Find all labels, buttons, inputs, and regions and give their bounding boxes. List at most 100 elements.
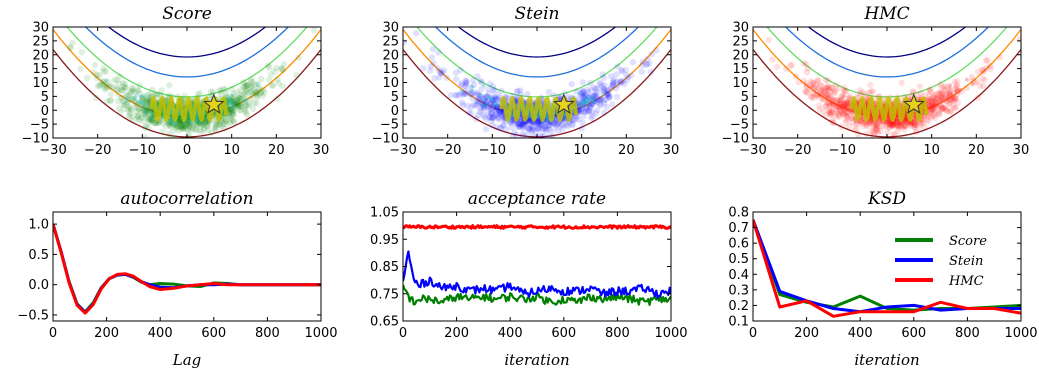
sample-point xyxy=(931,102,938,109)
sample-point xyxy=(940,105,947,112)
sample-point xyxy=(127,104,134,112)
sample-point xyxy=(875,129,882,136)
sample-point xyxy=(941,83,949,90)
sample-point xyxy=(494,104,501,111)
y-tick-label: 0.5 xyxy=(28,248,49,263)
sample-point xyxy=(579,79,587,86)
sample-point xyxy=(244,82,251,89)
core-point xyxy=(227,100,232,105)
sample-point xyxy=(212,126,219,133)
sample-point xyxy=(247,85,254,93)
sample-point xyxy=(227,105,235,112)
sample-point xyxy=(900,120,907,127)
sample-point xyxy=(117,109,124,116)
sample-point xyxy=(554,128,562,135)
sample-point xyxy=(279,67,287,74)
sample-point xyxy=(124,99,131,106)
sample-point xyxy=(107,97,114,104)
sample-point xyxy=(133,102,140,109)
sample-point xyxy=(606,94,613,101)
sample-point xyxy=(127,106,135,113)
x-tick-label: 0 xyxy=(883,143,891,158)
sample-point xyxy=(823,90,830,98)
sample-point xyxy=(485,103,493,110)
x-tick-label: 10 xyxy=(223,143,240,158)
sample-point xyxy=(559,126,566,133)
sample-point xyxy=(525,119,532,127)
sample-point xyxy=(488,104,495,111)
sample-point xyxy=(596,97,603,104)
sample-point xyxy=(94,82,102,90)
x-tick-label: −20 xyxy=(434,143,461,158)
sample-point xyxy=(591,97,598,105)
x-tick-label: 20 xyxy=(268,143,285,158)
sample-point xyxy=(143,98,150,106)
y-tick-label: 20 xyxy=(382,48,399,63)
sample-point xyxy=(519,120,526,128)
sample-point xyxy=(835,110,842,117)
sample-point xyxy=(843,105,851,113)
sample-point xyxy=(600,86,608,94)
sample-point xyxy=(608,82,615,89)
sample-point xyxy=(938,91,945,99)
sample-point xyxy=(216,86,223,94)
core-point xyxy=(601,91,606,96)
sample-point xyxy=(808,93,815,100)
series-line xyxy=(53,223,321,314)
sample-point xyxy=(916,83,923,90)
sample-point xyxy=(461,90,469,98)
sample-point xyxy=(495,114,502,122)
sample-point xyxy=(600,85,608,93)
sample-point xyxy=(564,123,571,130)
sample-point xyxy=(597,81,604,88)
core-point xyxy=(581,101,586,106)
sample-point xyxy=(467,110,475,117)
sample-point xyxy=(873,126,880,134)
sample-point xyxy=(243,88,250,95)
sample-point xyxy=(242,87,249,94)
sample-point xyxy=(483,115,490,123)
sample-point xyxy=(103,98,111,105)
sample-point xyxy=(863,121,871,129)
sample-point xyxy=(609,82,617,89)
sample-point xyxy=(269,82,276,89)
sample-point xyxy=(592,91,599,98)
sample-point xyxy=(832,109,840,117)
sample-point xyxy=(227,99,235,106)
sample-point xyxy=(172,123,180,130)
sample-point xyxy=(134,113,142,121)
sample-point xyxy=(473,101,480,108)
sample-point xyxy=(909,136,916,138)
sample-point xyxy=(229,98,236,105)
sample-point xyxy=(226,108,234,116)
sample-point xyxy=(153,91,161,98)
sample-point xyxy=(538,125,546,133)
sample-point xyxy=(597,102,604,109)
sample-point xyxy=(530,126,537,133)
sample-point xyxy=(609,81,617,88)
sample-point xyxy=(146,116,153,123)
sample-point xyxy=(458,89,465,96)
core-point xyxy=(939,98,944,103)
sample-point xyxy=(887,121,894,128)
sample-point xyxy=(933,94,940,102)
sample-point xyxy=(493,96,500,104)
sample-point xyxy=(237,107,245,114)
core-point xyxy=(169,118,174,123)
sample-point xyxy=(114,90,122,98)
sample-point xyxy=(493,103,501,111)
core-point xyxy=(929,103,934,108)
sample-point xyxy=(254,94,261,102)
sample-point xyxy=(585,101,592,109)
sample-point xyxy=(261,89,268,96)
sample-point xyxy=(227,96,235,103)
sample-point xyxy=(593,93,600,100)
sample-point xyxy=(935,110,942,118)
sample-point xyxy=(941,103,948,110)
sample-point xyxy=(175,127,182,134)
plot-area xyxy=(53,27,321,138)
sample-point xyxy=(586,107,593,114)
sample-point xyxy=(478,103,485,111)
sample-point xyxy=(173,122,180,129)
sample-point xyxy=(133,87,141,94)
